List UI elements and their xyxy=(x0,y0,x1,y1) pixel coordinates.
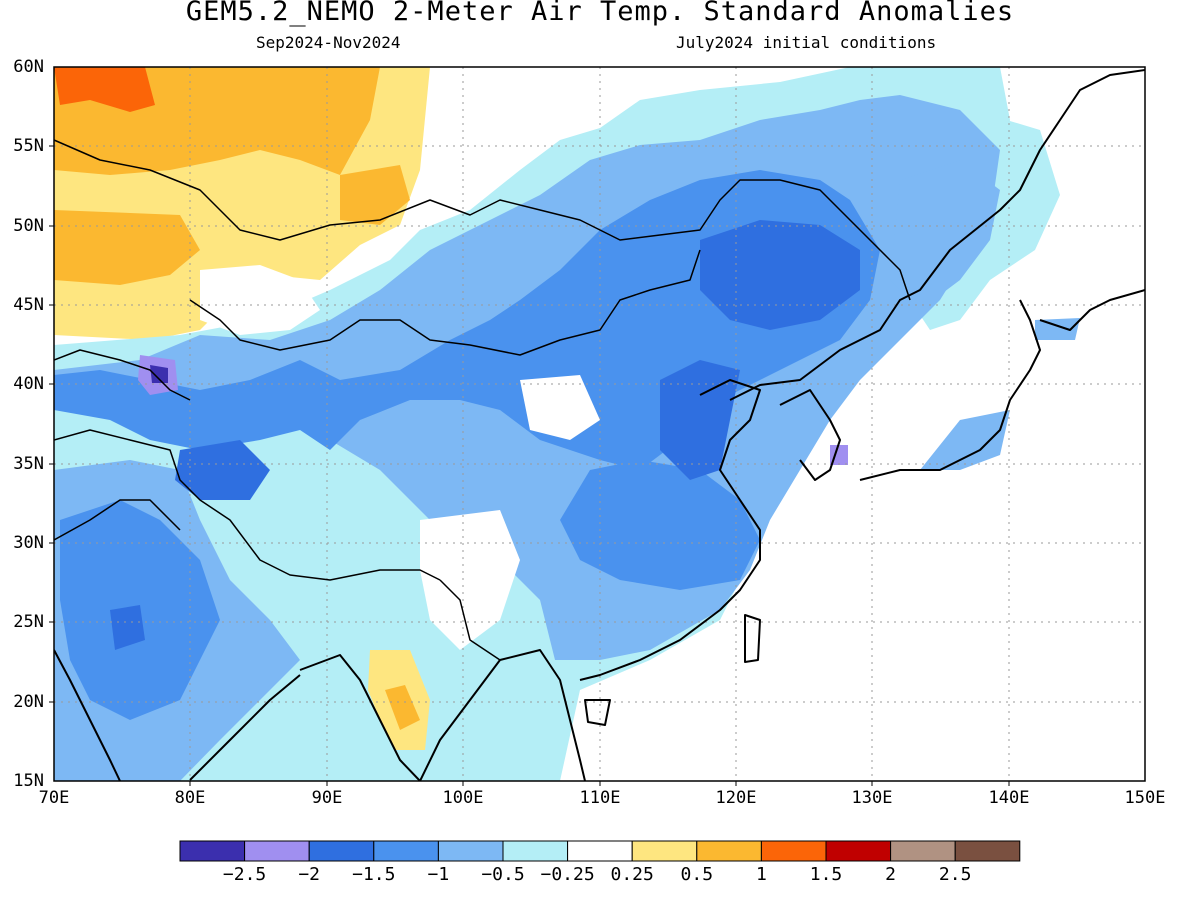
lon-label: 110E xyxy=(579,788,621,808)
colorbar-label: −2.5 xyxy=(222,864,267,885)
hot-spot xyxy=(54,67,155,112)
cool-field-hokkaido xyxy=(1035,318,1080,340)
lat-label: 40N xyxy=(13,374,44,394)
colorbar-label: −2 xyxy=(298,864,321,885)
colorbar-label: 0.25 xyxy=(610,864,654,885)
colorbar-swatch xyxy=(437,840,504,862)
warm-orange-field-south xyxy=(385,685,420,730)
lat-label: 35N xyxy=(13,454,44,474)
lat-label: 30N xyxy=(13,533,44,553)
colorbar-swatch xyxy=(567,840,633,862)
neutral-patch-3 xyxy=(520,375,600,440)
colorbar-label: −0.25 xyxy=(540,864,595,885)
strong-cool-field-south xyxy=(560,460,760,590)
lon-label: 120E xyxy=(715,788,757,808)
purple-spot xyxy=(150,365,168,383)
colorbar-label: 1 xyxy=(755,864,767,885)
colorbar-swatch xyxy=(179,840,246,862)
lon-label: 100E xyxy=(442,788,484,808)
neutral-patch xyxy=(200,265,320,335)
colorbar-swatch xyxy=(631,840,698,862)
lat-label: 50N xyxy=(13,216,44,236)
coastlines xyxy=(54,69,1145,781)
grid-lines xyxy=(54,67,1145,781)
colorbar-swatch xyxy=(308,840,375,862)
colorbar-label: 1.5 xyxy=(809,864,843,885)
lat-label: 20N xyxy=(13,692,44,712)
lat-label: 25N xyxy=(13,612,44,632)
map-title: GEM5.2_NEMO 2-Meter Air Temp. Standard A… xyxy=(185,0,1015,27)
colorbar xyxy=(179,840,1021,862)
colorbar-swatch xyxy=(373,840,439,862)
colorbar-swatch xyxy=(696,840,762,862)
warm-orange-field-2 xyxy=(54,210,200,285)
lon-label: 80E xyxy=(174,788,206,808)
colorbar-label: 2.5 xyxy=(938,864,972,885)
lat-label: 55N xyxy=(13,136,44,156)
lat-label: 45N xyxy=(13,295,44,315)
lon-label: 130E xyxy=(851,788,893,808)
lon-label: 150E xyxy=(1124,788,1166,808)
lat-label: 15N xyxy=(13,771,44,791)
cool-field-japan xyxy=(920,410,1010,470)
forecast-period: Sep2024-Nov2024 xyxy=(256,33,401,52)
colorbar-label: 2 xyxy=(885,864,897,885)
colorbar-swatch xyxy=(825,840,892,862)
colorbar-swatch xyxy=(760,840,827,862)
tick-marks xyxy=(49,145,1010,786)
core-cool-field-india xyxy=(110,605,145,650)
lon-label: 70E xyxy=(38,788,70,808)
initial-conditions: July2024 initial conditions xyxy=(676,33,937,52)
lat-label: 60N xyxy=(13,57,44,77)
lavender-spot-korea xyxy=(830,445,848,465)
core-cool-field-east xyxy=(660,360,740,480)
core-cool-field xyxy=(700,220,860,330)
colorbar-label: −1.5 xyxy=(352,864,396,885)
colorbar-label: −1 xyxy=(427,864,450,885)
colorbar-swatch xyxy=(244,840,310,862)
colorbar-label: 0.5 xyxy=(680,864,714,885)
neutral-patch-2 xyxy=(420,510,520,650)
colorbar-swatch xyxy=(890,840,956,862)
colorbar-label: −0.5 xyxy=(481,864,525,885)
borders xyxy=(54,139,911,661)
colorbar-swatch xyxy=(502,840,569,862)
lon-label: 140E xyxy=(988,788,1030,808)
warm-orange-field-3 xyxy=(340,165,410,225)
colorbar-swatch xyxy=(954,840,1021,862)
anomaly-fields xyxy=(54,67,1145,781)
lon-label: 90E xyxy=(311,788,343,808)
core-cool-field-west xyxy=(175,440,270,500)
cool-field-ne xyxy=(890,160,1000,310)
